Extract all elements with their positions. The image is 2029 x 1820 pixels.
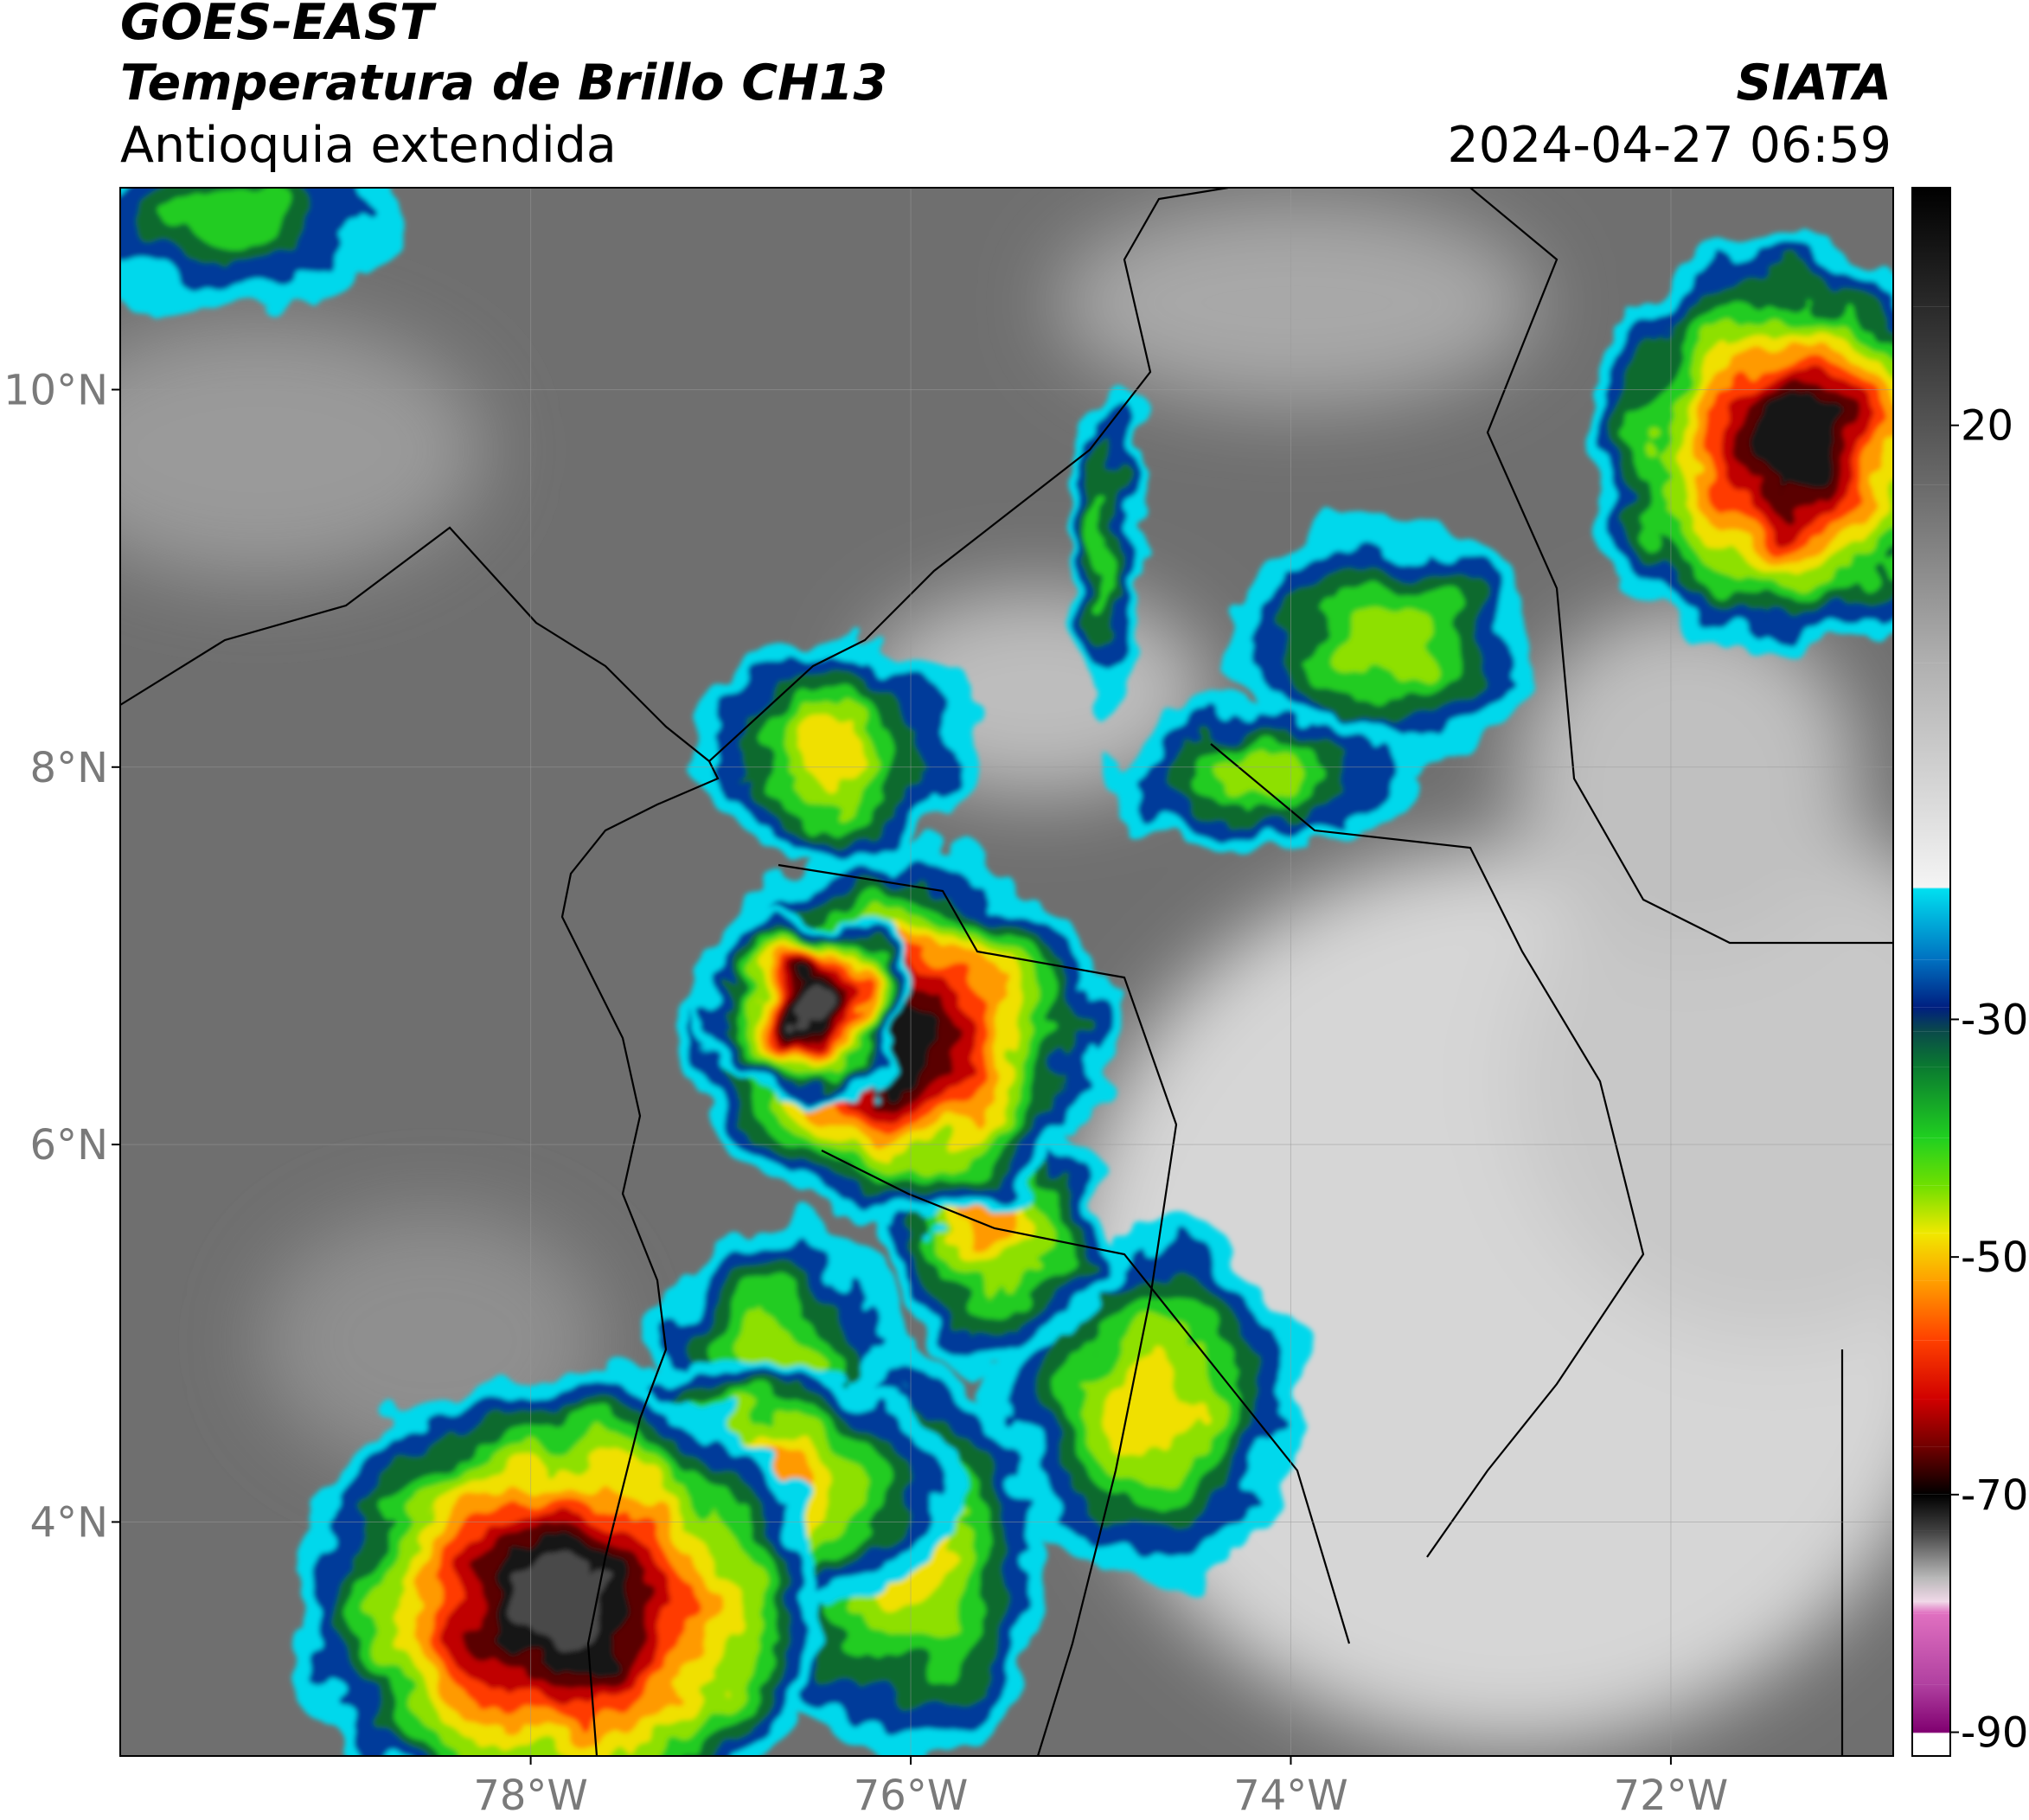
colorbar-segment (1912, 1067, 1950, 1138)
cloud-level (1337, 604, 1431, 676)
colorbar-segment (1912, 1684, 1950, 1733)
colorbar-segment (1912, 1399, 1950, 1447)
colorbar-segment (1912, 188, 1950, 307)
cloud-level (1093, 486, 1121, 604)
coastline (708, 188, 1229, 762)
colorbar-segment (1912, 1613, 1950, 1685)
colorbar-segment (1912, 959, 1950, 1008)
colorbar-segment (1912, 1233, 1950, 1281)
subtitle: Temperatura de Brillo CH13 (120, 54, 887, 112)
cloud-level (793, 722, 867, 783)
colorbar-segment (1912, 1601, 1950, 1614)
colorbar-segment (1912, 1733, 1950, 1756)
colorbar-segment (1912, 1185, 1950, 1234)
colorbar-tick-label: -50 (1961, 1234, 2028, 1282)
cloud-level (1751, 408, 1830, 491)
title: GOES-EAST (120, 0, 437, 51)
y-tick-label: 10°N (3, 366, 108, 414)
border (778, 863, 1178, 1756)
border (1469, 188, 1893, 945)
border (821, 1150, 1351, 1644)
colorbar-tick-label: -30 (1961, 996, 2028, 1044)
border (1210, 743, 1645, 1558)
region: Antioquia extendida (120, 117, 617, 174)
boundaries (120, 188, 1893, 1756)
y-tick-label: 8°N (30, 744, 108, 792)
colorbar-segment (1912, 1031, 1950, 1067)
cloud-level (792, 984, 834, 1022)
colorbar-segment (1912, 1530, 1950, 1578)
cloud-level (1109, 1353, 1192, 1450)
colorbar-segment (1912, 663, 1950, 888)
colorbar-tick-label: -70 (1961, 1471, 2028, 1520)
source: SIATA (1737, 54, 1892, 112)
x-tick-label: 76°W (854, 1772, 969, 1817)
colorbar-segment (1912, 306, 1950, 485)
x-tick-label: 72°W (1614, 1772, 1729, 1817)
graticule (120, 188, 1893, 1756)
map-frame (119, 187, 1894, 1757)
colorbar-segment (1912, 1138, 1950, 1186)
colorbar-segment (1912, 1494, 1950, 1531)
colorbar-segment (1912, 1007, 1950, 1032)
cloud-tops (120, 188, 1893, 1756)
cloud-level (510, 1563, 614, 1655)
colorbar-segment (1912, 484, 1950, 663)
cloud-level (1216, 756, 1309, 801)
colorbar-segment (1912, 888, 1950, 960)
y-tick-label: 6°N (30, 1121, 108, 1170)
x-tick-label: 78°W (473, 1772, 588, 1817)
coastline (120, 526, 720, 1756)
satellite-image (120, 188, 1893, 1756)
colorbar-tick-label: 20 (1961, 402, 2013, 451)
colorbar-frame (1911, 187, 1951, 1757)
colorbar-segment (1912, 1340, 1950, 1400)
x-tick-label: 74°W (1233, 1772, 1348, 1817)
y-tick-label: 4°N (30, 1498, 108, 1547)
colorbar: 20 -30 -50 -70 -90 (1911, 187, 2028, 1758)
axes: 78°W 76°W 74°W 72°W 4°N 6°N 8°N 10°N (3, 366, 1729, 1820)
datetime: 2024-04-27 06:59 (1447, 117, 1891, 174)
colorbar-tick-label: -90 (1961, 1709, 2028, 1758)
colorbar-segment (1912, 1280, 1950, 1341)
colorbar-segment (1912, 1577, 1950, 1602)
colorbar-segment (1912, 1446, 1950, 1495)
cloud-level (166, 188, 284, 249)
